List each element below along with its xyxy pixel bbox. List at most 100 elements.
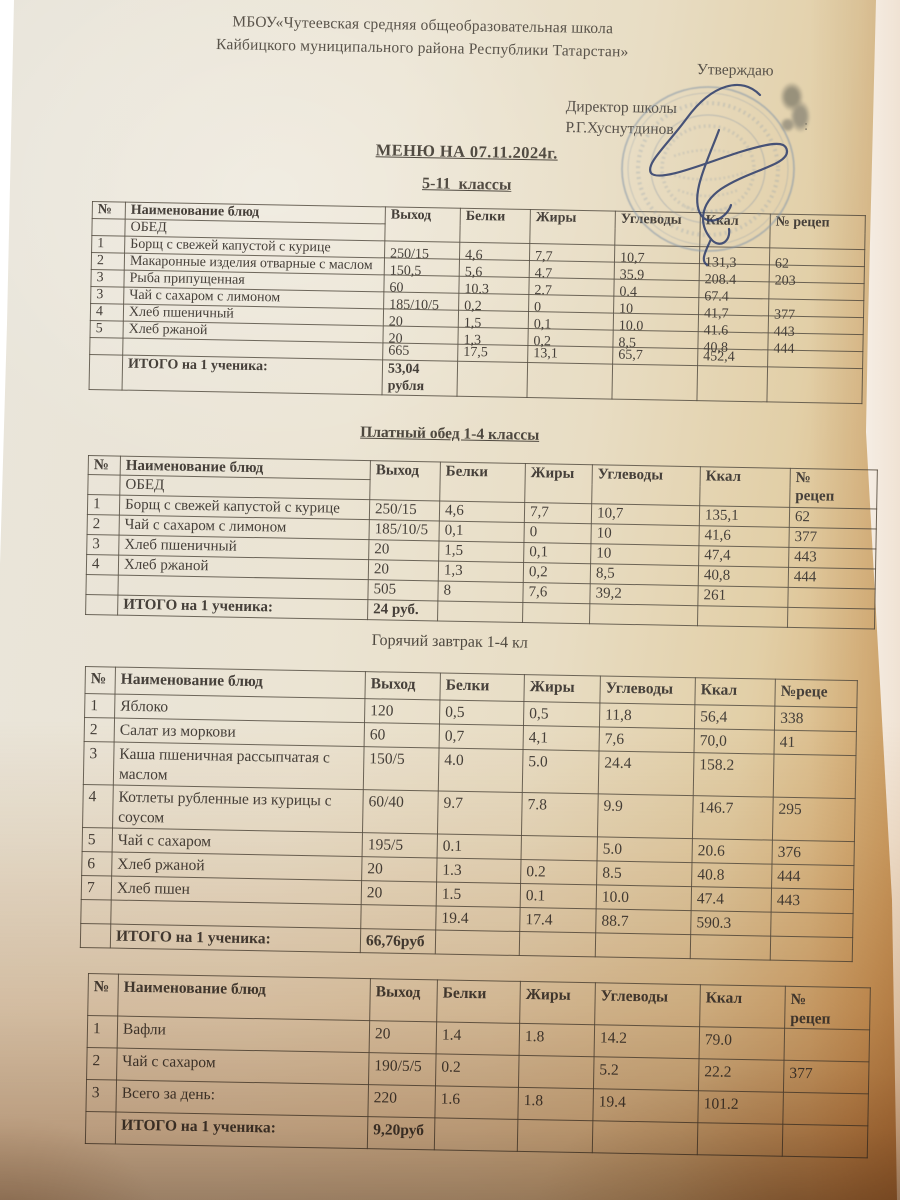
itogo-value: 53,04 рубля bbox=[381, 359, 458, 397]
cell bbox=[770, 936, 853, 962]
cell: 22.2 bbox=[698, 1058, 785, 1093]
cell: 443 bbox=[788, 547, 876, 569]
cell bbox=[787, 587, 876, 609]
column-header: Ккал bbox=[699, 984, 786, 1029]
cell bbox=[595, 932, 691, 959]
column-header: №реце bbox=[774, 679, 858, 708]
cell: 9.9 bbox=[597, 793, 694, 839]
cell bbox=[360, 904, 437, 930]
column-header: № рецеп bbox=[784, 986, 871, 1030]
cell-value: 10.3 bbox=[464, 281, 490, 298]
cell bbox=[697, 605, 788, 628]
cell: 3 bbox=[90, 269, 125, 288]
cell: 150/5 bbox=[363, 746, 440, 791]
cell bbox=[437, 600, 523, 623]
cell: 1.8 bbox=[517, 1087, 594, 1121]
cell: 7,6 bbox=[522, 582, 591, 604]
cell: 19.4 bbox=[435, 905, 521, 932]
cell: 24.4 bbox=[598, 750, 695, 796]
itogo-value: 24 руб. bbox=[367, 599, 438, 621]
cell bbox=[518, 1055, 595, 1089]
cell bbox=[782, 1124, 868, 1158]
cell: 5 bbox=[89, 320, 124, 339]
cell: 9.7 bbox=[437, 790, 523, 836]
cell-value: 444 bbox=[773, 341, 795, 357]
cell: 10 bbox=[590, 523, 700, 546]
cell-value: 41.6 bbox=[703, 323, 729, 339]
cell: 220 bbox=[367, 1084, 436, 1118]
cell: 0.1 bbox=[520, 883, 597, 909]
cell: 5.2 bbox=[593, 1056, 700, 1091]
cell bbox=[80, 923, 111, 949]
column-header: Жиры bbox=[524, 463, 593, 504]
cell bbox=[696, 365, 768, 402]
cell: 0,1 bbox=[438, 520, 525, 543]
cell bbox=[435, 929, 520, 956]
column-header: Углеводы bbox=[594, 982, 701, 1027]
cell: 7.8 bbox=[521, 792, 599, 837]
cell-value: 67.4 bbox=[704, 289, 729, 305]
cell-value: 377 bbox=[773, 307, 796, 323]
cell: 60 bbox=[364, 722, 440, 749]
cell: 20.6 bbox=[691, 838, 773, 865]
cell: 62 bbox=[789, 507, 877, 529]
menu-table: № Наименование блюд Выход Белки Жиры Углеводы… bbox=[85, 973, 871, 1158]
cell: 1,5 bbox=[438, 540, 524, 563]
cell: 8 bbox=[437, 580, 524, 603]
cell: 3 bbox=[83, 741, 115, 786]
cell bbox=[85, 594, 118, 616]
cell-value: 4,6 bbox=[464, 247, 483, 264]
cell-value: 203 bbox=[774, 273, 796, 289]
cell: 4 bbox=[82, 784, 114, 829]
cell: 7,7 bbox=[524, 502, 592, 524]
cell: 0,5 bbox=[439, 700, 524, 726]
cell: 377 bbox=[768, 298, 864, 323]
cell: 0.1 bbox=[437, 833, 522, 860]
cell bbox=[787, 607, 875, 629]
cell-value: 20 bbox=[388, 314, 403, 330]
cell: 5 bbox=[82, 827, 113, 853]
cell: 443 bbox=[771, 888, 854, 914]
cell: 4.0 bbox=[438, 748, 524, 793]
cell: Вафли bbox=[117, 1016, 370, 1053]
cell-value: 0,2 bbox=[533, 334, 552, 350]
column-header: Выход bbox=[369, 460, 441, 501]
column-header: Жиры bbox=[519, 981, 596, 1025]
cell: 101.2 bbox=[697, 1090, 784, 1125]
cell: 8,5 bbox=[590, 563, 699, 586]
itogo-value: 9,20руб bbox=[367, 1116, 435, 1150]
cell: 250/15 bbox=[384, 240, 460, 262]
cell: 158.2 bbox=[693, 752, 775, 798]
cell: 10,7 bbox=[591, 503, 700, 526]
cell: 0,1 bbox=[523, 542, 591, 564]
cell: 0,5 bbox=[523, 701, 600, 727]
column-header: Углеводы bbox=[599, 675, 696, 705]
table-body: 1 Яблоко 120 0,5 0,5 11,8 56,4 338 2 Салат из мор… bbox=[80, 693, 857, 962]
cell: 7,6 bbox=[599, 726, 695, 753]
cell: 146.7 bbox=[692, 795, 774, 841]
cell bbox=[697, 1122, 783, 1157]
cell-value: 7,7 bbox=[534, 249, 553, 265]
itogo-value: 66,76руб bbox=[360, 928, 436, 954]
cell bbox=[91, 218, 126, 237]
cell bbox=[85, 1111, 116, 1145]
cell bbox=[770, 912, 854, 938]
cell: 10.0 bbox=[596, 884, 692, 911]
itogo-label: ИТОГО на 1 ученика: bbox=[122, 355, 383, 395]
cell-value: 0,1 bbox=[533, 317, 552, 333]
cell: 6 bbox=[81, 851, 113, 877]
column-header: № рецеп bbox=[789, 468, 878, 509]
cell: 1.4 bbox=[436, 1021, 520, 1056]
cell-value: 2.7 bbox=[534, 283, 553, 299]
cell: 7 bbox=[81, 875, 112, 901]
itogo-label: ИТОГО на 1 ученика: bbox=[115, 1112, 368, 1149]
cell: 47,4 bbox=[698, 545, 789, 568]
cell: 14.2 bbox=[594, 1024, 700, 1059]
cell: 295 bbox=[772, 797, 856, 842]
cell bbox=[434, 1117, 518, 1152]
column-header: Белки bbox=[436, 979, 521, 1024]
cell: 11,8 bbox=[599, 702, 695, 729]
column-header: Белки bbox=[439, 461, 526, 503]
column-header: № bbox=[87, 973, 119, 1017]
cell: 47.4 bbox=[691, 886, 772, 913]
